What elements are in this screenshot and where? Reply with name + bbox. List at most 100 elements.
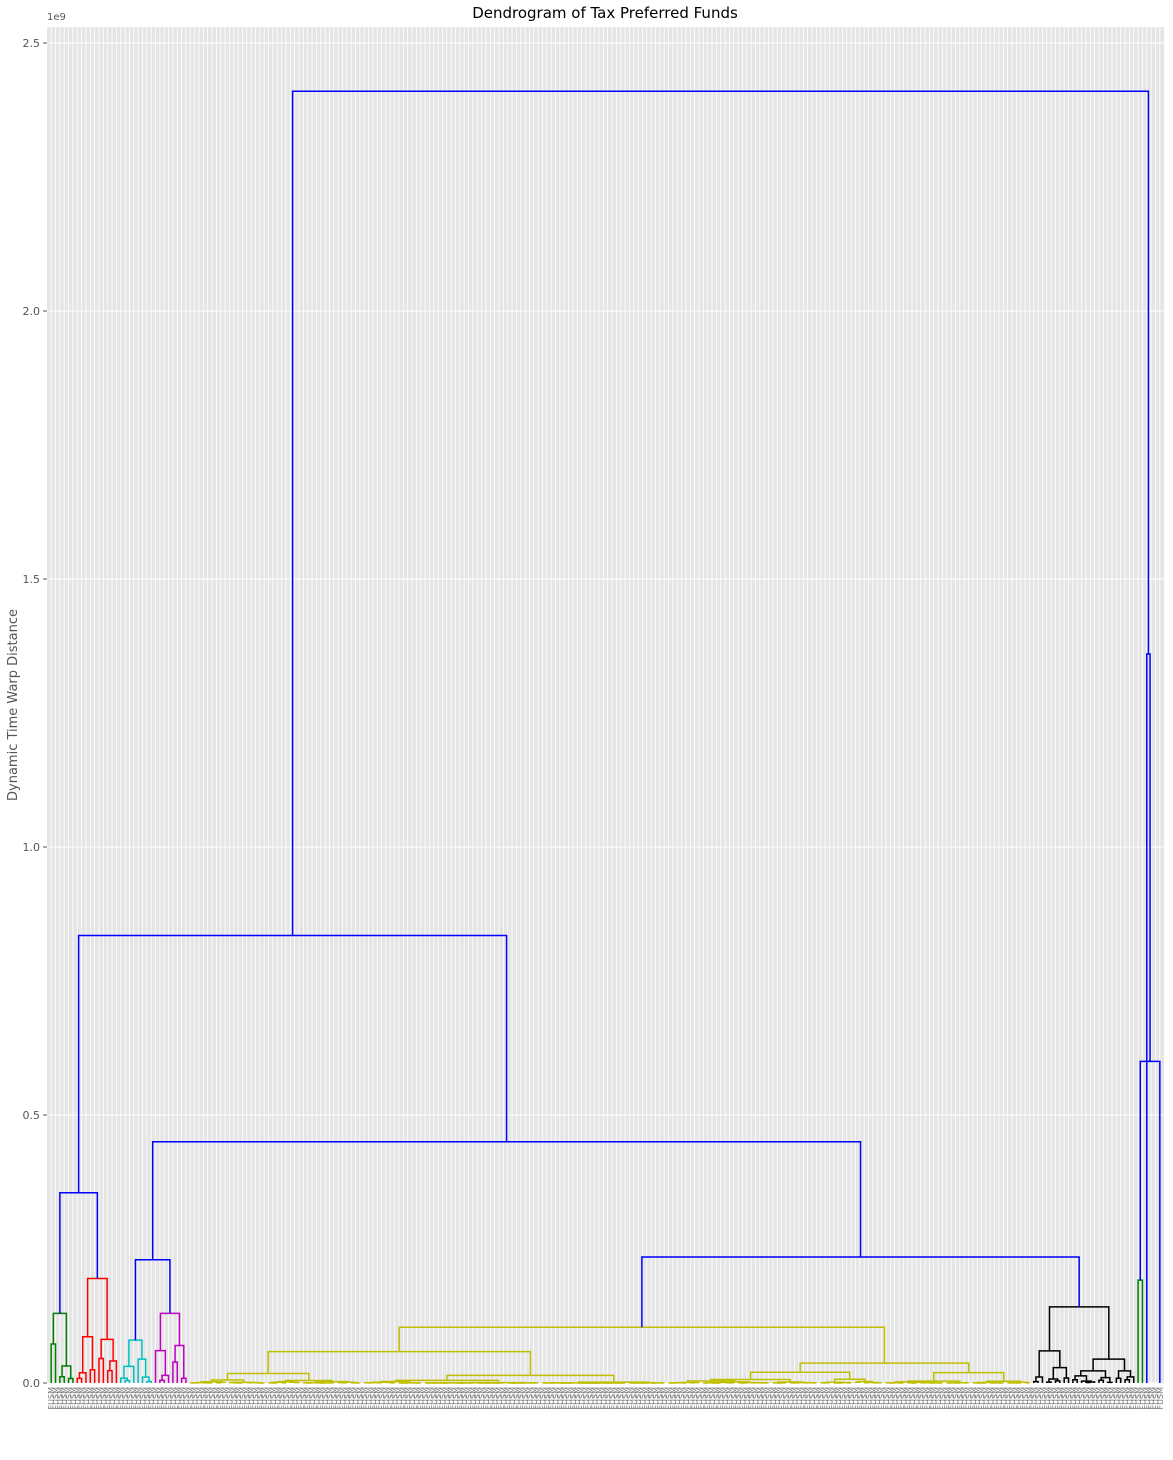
leaf-label: FUSM: [247, 1387, 256, 1410]
leaf-label: FUSM: [1104, 1387, 1113, 1410]
leaf-label: FUSM: [821, 1387, 830, 1410]
leaf-label: FUSM: [582, 1387, 591, 1410]
leaf-label: FUSM: [782, 1387, 791, 1410]
leaf-label: FUSM: [747, 1387, 756, 1410]
leaf-label: FUSM: [378, 1387, 387, 1410]
leaf-label: FUSM: [873, 1387, 882, 1410]
leaf-label: FUSM: [956, 1387, 965, 1410]
leaf-label: FUSM: [334, 1387, 343, 1410]
leaf-label: FUSM: [82, 1387, 91, 1410]
leaf-label: FUSM: [86, 1387, 95, 1410]
leaf-label: FUSM: [1025, 1387, 1034, 1410]
leaf-label: FUSM: [917, 1387, 926, 1410]
leaf-label: FUSM: [399, 1387, 408, 1410]
leaf-label: FUSM: [182, 1387, 191, 1410]
leaf-label: FUSM: [1060, 1387, 1069, 1410]
leaf-label: FUSM: [1008, 1387, 1017, 1410]
leaf-label: FUSM: [152, 1387, 161, 1410]
leaf-label: FUSM: [647, 1387, 656, 1410]
leaf-label: FUSM: [1147, 1387, 1156, 1410]
leaf-label: FUSM: [856, 1387, 865, 1410]
leaf-label: FUSM: [269, 1387, 278, 1410]
leaf-label: FUSM: [1043, 1387, 1052, 1410]
leaf-label: FUSM: [847, 1387, 856, 1410]
leaf-label: FUSM: [204, 1387, 213, 1410]
dendrogram-link: [825, 1381, 844, 1383]
leaf-label: FUSM: [356, 1387, 365, 1410]
leaf-label: FUSM: [365, 1387, 374, 1410]
leaf-label: FUSM: [665, 1387, 674, 1410]
leaf-label: FUSM: [669, 1387, 678, 1410]
leaf-label: FUSM: [651, 1387, 660, 1410]
leaf-label: FUSM: [1125, 1387, 1134, 1410]
leaf-label: FUSM: [543, 1387, 552, 1410]
leaf-label: FUSM: [934, 1387, 943, 1410]
leaf-label: FUSM: [347, 1387, 356, 1410]
leaf-label: FUSM: [95, 1387, 104, 1410]
leaf-label: FUSM: [321, 1387, 330, 1410]
leaf-label: FUSM: [117, 1387, 126, 1410]
leaf-label: FUSM: [317, 1387, 326, 1410]
leaf-label: FUSM: [538, 1387, 547, 1410]
leaf-label: FUSM: [530, 1387, 539, 1410]
leaf-label: FUSM: [404, 1387, 413, 1410]
leaf-label: FUSM: [417, 1387, 426, 1410]
leaf-label: FUSM: [1004, 1387, 1013, 1410]
leaf-label: FUSM: [478, 1387, 487, 1410]
leaf-label: FUSM: [452, 1387, 461, 1410]
leaf-label: FUSM: [1134, 1387, 1143, 1410]
leaf-label: FUSM: [634, 1387, 643, 1410]
leaf-label: FUSM: [91, 1387, 100, 1410]
leaf-label: FUSM: [938, 1387, 947, 1410]
leaf-label: FUSM: [391, 1387, 400, 1410]
leaf-label: FUSM: [147, 1387, 156, 1410]
leaf-label: FUSM: [973, 1387, 982, 1410]
leaf-label: FUSM: [395, 1387, 404, 1410]
leaf-label: FUSM: [825, 1387, 834, 1410]
leaf-label: FUSM: [525, 1387, 534, 1410]
leaf-label: FUSM: [960, 1387, 969, 1410]
leaf-label: FUSM: [1130, 1387, 1139, 1410]
dendrogram-link: [777, 1381, 804, 1383]
leaf-label: FUSM: [291, 1387, 300, 1410]
leaf-label: FUSM: [352, 1387, 361, 1410]
leaf-label: FUSM: [886, 1387, 895, 1410]
leaf-label: FUSM: [560, 1387, 569, 1410]
leaf-label: FUSM: [756, 1387, 765, 1410]
leaf-label: FUSM: [891, 1387, 900, 1410]
leaf-label: FUSM: [695, 1387, 704, 1410]
leaf-label: FUSM: [191, 1387, 200, 1410]
leaf-label: FUSM: [143, 1387, 152, 1410]
leaf-label: FUSM: [252, 1387, 261, 1410]
leaf-label: FUSM: [212, 1387, 221, 1410]
leaf-label: FUSM: [951, 1387, 960, 1410]
leaf-label: FUSM: [186, 1387, 195, 1410]
leaf-label: FUSM: [282, 1387, 291, 1410]
leaf-label: FUSM: [608, 1387, 617, 1410]
leaf-label: FUSM: [1021, 1387, 1030, 1410]
leaf-label: FUSM: [986, 1387, 995, 1410]
leaf-label: FUSM: [569, 1387, 578, 1410]
leaf-label: FUSM: [1078, 1387, 1087, 1410]
leaf-label: FUSM: [125, 1387, 134, 1410]
y-tick-label: 0.0: [23, 1377, 41, 1390]
leaf-label: FUSM: [160, 1387, 169, 1410]
leaf-label: FUSM: [838, 1387, 847, 1410]
leaf-label: FUSM: [499, 1387, 508, 1410]
leaf-label: FUSM: [1143, 1387, 1152, 1410]
leaf-label: FUSM: [765, 1387, 774, 1410]
leaf-label: FUSM: [517, 1387, 526, 1410]
leaf-label: FUSM: [1091, 1387, 1100, 1410]
leaf-label: FUSM: [965, 1387, 974, 1410]
leaf-label: FUSM: [991, 1387, 1000, 1410]
leaf-label: FUSM: [673, 1387, 682, 1410]
leaf-label: FUSM: [1086, 1387, 1095, 1410]
leaf-label: FUSM: [1017, 1387, 1026, 1410]
leaf-label: FUSM: [256, 1387, 265, 1410]
leaf-label: FUSM: [730, 1387, 739, 1410]
leaf-label: FUSM: [899, 1387, 908, 1410]
leaf-label: FUSM: [243, 1387, 252, 1410]
leaf-label: FUSM: [904, 1387, 913, 1410]
leaf-label: FUSM: [78, 1387, 87, 1410]
